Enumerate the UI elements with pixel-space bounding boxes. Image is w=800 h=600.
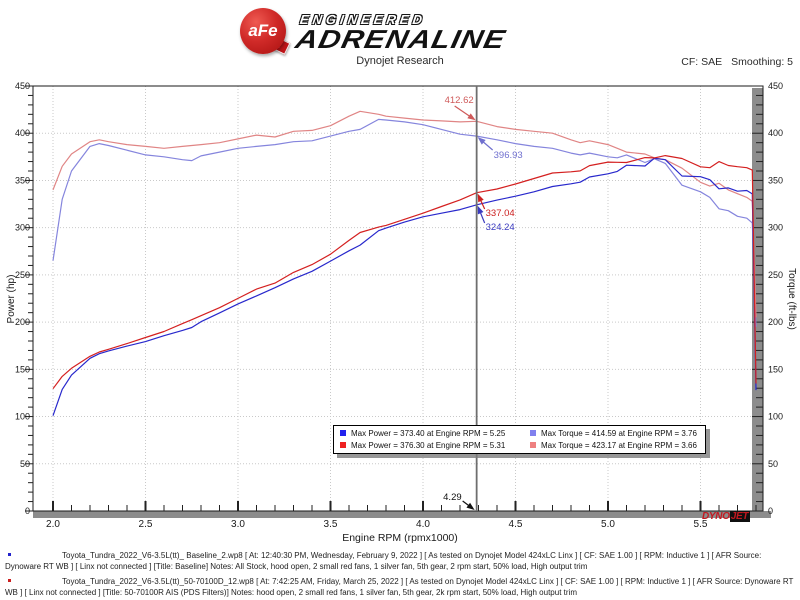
legend-text: Max Torque = 414.59 at Engine RPM = 3.76 — [541, 428, 697, 438]
y-tick-label-right: 450 — [768, 81, 783, 91]
readout-torque-baseline-arrow-head — [477, 137, 486, 145]
x-axis-bar — [33, 511, 771, 518]
y-tick-label-left: 350 — [15, 175, 30, 185]
cursor-rpm-arrow-head — [466, 502, 475, 510]
x-tick-label: 4.0 — [416, 519, 430, 530]
legend-swatch-icon — [340, 442, 346, 448]
y-tick-label-right: 300 — [768, 223, 783, 233]
x-axis-title: Engine RPM (rpmx1000) — [342, 532, 458, 544]
smoothing-label: CF: SAE Smoothing: 5 — [681, 56, 793, 68]
y-tick-label-right: 400 — [768, 128, 783, 138]
readout-power-baseline-arrow-head — [477, 205, 484, 215]
plot-border — [32, 85, 764, 512]
legend-item: Max Torque = 423.17 at Engine RPM = 3.66 — [530, 440, 697, 450]
y-tick-label-left: 100 — [15, 412, 30, 422]
readout-power-intake: 337.04 — [486, 208, 515, 219]
curve-power-50-70100d-intake — [52, 155, 757, 390]
run-info-text: Toyota_Tundra_2022_V6-3.5L(tt)_50-70100D… — [5, 577, 794, 597]
legend-swatch-icon — [530, 430, 536, 436]
y-tick-label-right: 250 — [768, 270, 783, 280]
y-tick-label-right: 50 — [768, 459, 778, 469]
afe-badge-icon: aFe ® — [240, 8, 286, 54]
legend-text: Max Torque = 423.17 at Engine RPM = 3.66 — [541, 440, 697, 450]
x-tick-label: 5.5 — [694, 519, 708, 530]
afe-logo: POWER aFe ® ENGINEERED ADRENALINE — [238, 6, 558, 56]
dynojet-logo-jet: JET — [729, 511, 751, 522]
run-info-entry: Toyota_Tundra_2022_V6-3.5L(tt)_50-70100D… — [0, 576, 797, 598]
x-tick-label: 2.5 — [139, 519, 153, 530]
x-tick-label: 5.0 — [601, 519, 615, 530]
run-info-entry: Toyota_Tundra_2022_V6-3.5L(tt)_ Baseline… — [0, 550, 797, 572]
x-tick-label: 3.0 — [231, 519, 245, 530]
curve-torque-50-70100d-intake — [52, 110, 757, 318]
y-tick-label-left: 450 — [15, 81, 30, 91]
legend-swatch-icon — [340, 430, 346, 436]
legend-text: Max Power = 373.40 at Engine RPM = 5.25 — [351, 428, 506, 438]
y-tick-label-left: 150 — [15, 364, 30, 374]
run-info-text: Toyota_Tundra_2022_V6-3.5L(tt)_ Baseline… — [5, 551, 762, 571]
run-color-bullet-icon — [8, 579, 11, 582]
y-tick-label-left: 400 — [15, 128, 30, 138]
y-tick-label-right: 150 — [768, 364, 783, 374]
right-edge-bar — [752, 88, 763, 511]
y-tick-label-left: 50 — [20, 459, 30, 469]
y-tick-label-left: 200 — [15, 317, 30, 327]
y-tick-label-left: 250 — [15, 270, 30, 280]
legend-swatch-icon — [530, 442, 536, 448]
chart-legend: Max Power = 373.40 at Engine RPM = 5.25 M… — [333, 425, 706, 454]
smoothing-value: Smoothing: 5 — [731, 56, 793, 68]
legend-item: Max Power = 376.30 at Engine RPM = 5.31 — [340, 440, 522, 450]
afe-badge-text: aFe — [248, 21, 278, 40]
readout-power-intake-arrow-head — [477, 193, 484, 203]
curve-torque-baseline — [52, 118, 757, 327]
y-axis-title-left: Power (hp) — [6, 275, 17, 324]
trademark-symbol: ® — [280, 12, 284, 18]
y-tick-label-right: 100 — [768, 412, 783, 422]
readout-torque-intake-arrow-line — [454, 105, 472, 118]
curve-power-baseline — [52, 157, 757, 416]
y-tick-label-left: 300 — [15, 223, 30, 233]
y-tick-label-right: 0 — [768, 506, 773, 516]
readout-torque-intake: 412.62 — [445, 95, 474, 106]
cf-label: CF: SAE — [681, 56, 723, 68]
legend-text: Max Power = 376.30 at Engine RPM = 5.31 — [351, 440, 506, 450]
readout-power-baseline: 324.24 — [486, 222, 515, 233]
header: POWER aFe ® ENGINEERED ADRENALINE Dynoje… — [0, 0, 800, 86]
y-tick-label-right: 200 — [768, 317, 783, 327]
cursor-rpm-label: 4.29 — [443, 492, 462, 503]
legend-item: Max Torque = 414.59 at Engine RPM = 3.76 — [530, 428, 697, 438]
run-color-bullet-icon — [8, 553, 11, 556]
readout-torque-baseline: 396.93 — [494, 150, 523, 161]
dynojet-logo-dyno: DYNO — [702, 511, 730, 522]
dynojet-logo: DYNOJET — [702, 511, 751, 522]
x-tick-label: 3.5 — [324, 519, 338, 530]
x-tick-label: 4.5 — [509, 519, 523, 530]
run-info-footer: Toyota_Tundra_2022_V6-3.5L(tt)_ Baseline… — [0, 550, 797, 600]
y-tick-label-left: 0 — [25, 506, 30, 516]
legend-item: Max Power = 373.40 at Engine RPM = 5.25 — [340, 428, 522, 438]
x-tick-label: 2.0 — [46, 519, 60, 530]
y-tick-label-right: 350 — [768, 175, 783, 185]
report-title: Dynojet Research — [356, 55, 444, 67]
readout-torque-intake-arrow-head — [467, 113, 476, 121]
y-axis-title-right: Torque (ft-lbs) — [786, 268, 797, 330]
